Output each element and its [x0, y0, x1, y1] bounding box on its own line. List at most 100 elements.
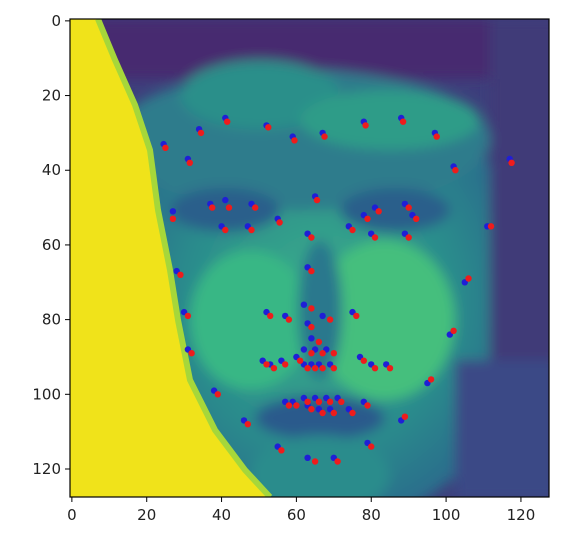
point-red-37 — [401, 413, 409, 420]
point-red-45 — [285, 316, 293, 323]
point-red-25 — [413, 215, 420, 222]
point-red-29 — [184, 312, 192, 320]
y-tick-label: 100 — [32, 385, 61, 403]
point-blue-43 — [300, 301, 308, 308]
y-tick-label: 20 — [42, 87, 61, 105]
point-red-56 — [311, 365, 319, 372]
point-red-5 — [291, 137, 298, 144]
point-red-62 — [371, 365, 379, 372]
point-red-10 — [452, 167, 459, 174]
y-tick-label: 40 — [42, 161, 61, 179]
y-tick-label: 120 — [32, 460, 61, 478]
point-red-0 — [162, 144, 169, 151]
point-red-71 — [319, 409, 326, 417]
point-red-40 — [465, 275, 472, 282]
x-axis: 0 20 40 60 80 100 120 — [67, 497, 535, 524]
point-red-41 — [487, 223, 495, 230]
point-red-39 — [450, 327, 457, 334]
point-blue-34 — [304, 454, 311, 461]
x-tick-label: 120 — [507, 506, 536, 524]
point-red-51 — [263, 361, 270, 368]
point-red-49 — [315, 338, 323, 346]
point-red-53 — [308, 350, 315, 357]
point-blue-12 — [169, 208, 177, 215]
point-red-6 — [321, 133, 328, 140]
point-red-3 — [224, 118, 231, 125]
point-red-32 — [244, 421, 251, 428]
point-red-15 — [252, 204, 259, 211]
y-tick-label: 60 — [42, 236, 61, 254]
point-red-70 — [308, 406, 315, 413]
point-red-47 — [326, 316, 334, 323]
point-red-57 — [319, 365, 326, 372]
point-red-74 — [364, 402, 371, 409]
point-red-50 — [282, 361, 289, 368]
point-red-44 — [267, 312, 274, 320]
point-red-72 — [330, 409, 337, 417]
point-red-19 — [313, 196, 321, 204]
y-tick-label: 80 — [42, 311, 61, 329]
point-red-66 — [304, 398, 311, 405]
y-tick-label: 0 — [51, 12, 61, 30]
scatter-points — [160, 114, 515, 465]
point-red-7 — [362, 122, 369, 129]
point-red-24 — [405, 204, 412, 211]
point-red-11 — [508, 159, 515, 166]
point-red-1 — [186, 159, 193, 166]
point-red-38 — [427, 376, 435, 383]
point-red-64 — [285, 402, 293, 409]
x-tick-label: 100 — [432, 506, 461, 524]
point-red-28 — [177, 271, 184, 278]
point-red-59 — [360, 357, 367, 364]
point-red-48 — [353, 312, 360, 320]
point-red-31 — [214, 391, 221, 398]
point-red-34 — [311, 458, 319, 465]
point-red-23 — [375, 208, 382, 215]
point-red-43 — [308, 305, 315, 312]
point-red-65 — [293, 402, 300, 409]
point-red-73 — [349, 409, 356, 417]
point-blue-49 — [308, 335, 315, 342]
point-red-52 — [296, 357, 304, 364]
point-red-27 — [405, 234, 412, 241]
point-red-36 — [368, 443, 375, 450]
point-red-42 — [308, 267, 315, 275]
point-red-17 — [222, 226, 229, 234]
point-red-67 — [315, 398, 323, 405]
point-red-13 — [209, 204, 216, 211]
point-red-30 — [188, 350, 195, 357]
point-red-33 — [278, 447, 285, 454]
point-red-61 — [304, 365, 311, 372]
point-blue-47 — [319, 312, 326, 320]
point-red-12 — [169, 215, 177, 222]
point-red-4 — [265, 124, 272, 131]
point-red-14 — [225, 204, 233, 211]
point-red-18 — [248, 226, 255, 234]
x-tick-label: 40 — [212, 506, 231, 524]
point-red-22 — [364, 215, 371, 222]
y-axis: 0 20 40 60 80 100 120 — [32, 12, 70, 478]
x-tick-label: 60 — [287, 506, 306, 524]
point-red-60 — [270, 365, 278, 372]
point-red-16 — [276, 219, 283, 226]
point-red-69 — [338, 398, 345, 405]
point-blue-53 — [300, 346, 308, 353]
point-red-35 — [334, 458, 341, 465]
point-red-58 — [330, 365, 337, 372]
point-red-9 — [433, 133, 440, 140]
x-tick-label: 20 — [137, 506, 156, 524]
point-red-2 — [197, 129, 205, 137]
point-red-54 — [319, 350, 326, 357]
point-red-8 — [399, 118, 407, 125]
plot-frame — [69, 18, 550, 498]
point-red-68 — [326, 398, 334, 405]
point-red-21 — [349, 226, 356, 234]
x-tick-label: 80 — [362, 506, 381, 524]
point-red-63 — [386, 365, 394, 372]
point-blue-14 — [222, 196, 229, 204]
point-red-55 — [330, 350, 337, 357]
point-red-20 — [308, 234, 315, 241]
point-red-26 — [371, 234, 379, 241]
